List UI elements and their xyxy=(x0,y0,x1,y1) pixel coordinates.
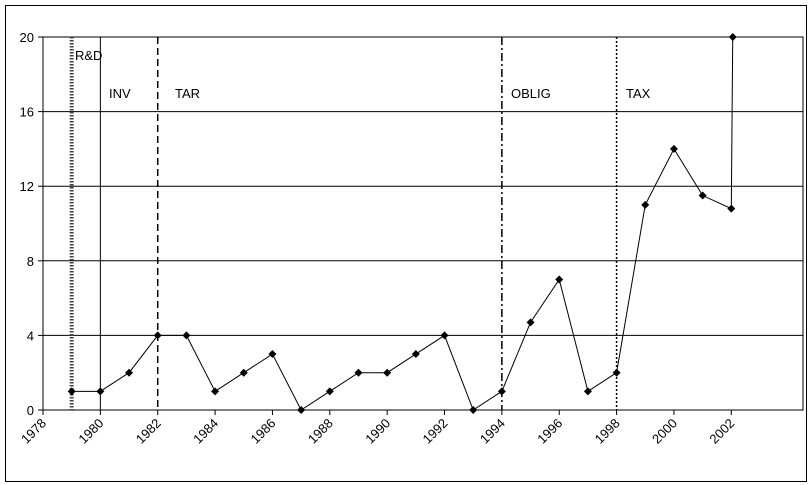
chart-frame xyxy=(5,5,807,482)
data-point xyxy=(612,368,621,377)
x-tick-label: 1996 xyxy=(534,416,565,447)
x-tick-label: 1998 xyxy=(592,416,623,447)
data-point xyxy=(325,387,334,396)
y-tick-label: 20 xyxy=(20,30,34,45)
x-tick-label: 1980 xyxy=(75,416,106,447)
data-point xyxy=(641,200,650,209)
event-label: INV xyxy=(109,86,131,101)
data-point xyxy=(411,350,420,359)
data-point xyxy=(497,387,506,396)
data-point xyxy=(583,387,592,396)
x-tick-label: 1992 xyxy=(420,416,451,447)
data-point xyxy=(469,406,478,414)
x-tick-label: 1982 xyxy=(133,416,164,447)
data-point xyxy=(526,318,535,327)
data-point xyxy=(698,191,707,200)
x-tick-label: 1988 xyxy=(305,416,336,447)
data-point xyxy=(727,204,736,213)
event-label: TAX xyxy=(626,86,651,101)
data-point xyxy=(268,350,277,359)
data-point xyxy=(182,331,191,340)
plot-area: 0 4 8 12 16 20 1978 1980 1982 1984 1986 1988 1990 199… xyxy=(18,30,804,447)
data-point xyxy=(383,368,392,377)
x-tick-label: 1990 xyxy=(362,416,393,447)
x-tick-label: 2002 xyxy=(706,416,737,447)
x-tick-label: 1994 xyxy=(477,416,508,447)
data-point xyxy=(153,331,162,340)
event-label: OBLIG xyxy=(511,86,551,101)
data-point xyxy=(125,368,134,377)
x-tick-label: 2000 xyxy=(649,416,680,447)
y-tick-label: 12 xyxy=(20,179,34,194)
data-point xyxy=(728,33,737,41)
data-point xyxy=(440,331,449,340)
event-label: TAR xyxy=(175,86,200,101)
x-tick-label: 1978 xyxy=(18,416,49,447)
plot-border xyxy=(42,36,804,411)
data-point xyxy=(67,387,76,396)
data-point xyxy=(297,406,306,414)
x-tick-label: 1984 xyxy=(190,416,221,447)
event-label: R&D xyxy=(75,48,102,63)
data-point xyxy=(669,144,678,153)
x-tick-label: 1986 xyxy=(247,416,278,447)
y-tick-label: 16 xyxy=(20,105,34,120)
data-point xyxy=(211,387,220,396)
data-point xyxy=(354,368,363,377)
data-point xyxy=(96,387,105,396)
y-tick-label: 0 xyxy=(27,403,34,418)
data-point xyxy=(555,275,564,284)
data-point xyxy=(239,368,248,377)
y-tick-label: 4 xyxy=(27,328,34,343)
y-tick-label: 8 xyxy=(27,254,34,269)
